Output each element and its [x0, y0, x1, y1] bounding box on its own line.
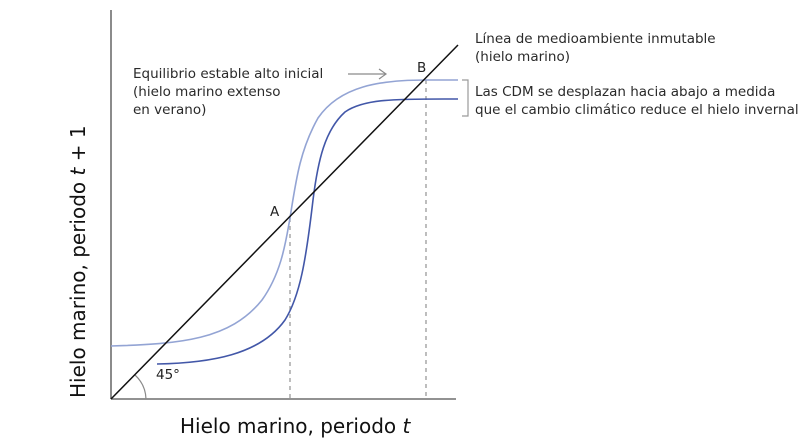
cdm-curve-shifted	[156, 98, 459, 365]
angle-label: 45°	[156, 367, 180, 383]
bracket-icon	[462, 79, 469, 117]
equilibrium-note-line1: Equilibrio estable alto inicial	[133, 66, 324, 82]
point-b-label: B	[417, 60, 427, 76]
equilibrium-note: Equilibrio estable alto inicial (hielo m…	[133, 65, 323, 119]
y-axis-label-suffix: + 1	[66, 125, 90, 168]
arrow-head-icon	[378, 68, 388, 80]
point-a-label: A	[270, 204, 280, 220]
y-axis-label-var: t	[66, 167, 90, 176]
shift-note-line2: que el cambio climático reduce el hielo …	[475, 102, 799, 118]
equilibrium-note-line2: (hielo marino extenso	[133, 84, 281, 100]
y-axis-label-text: Hielo marino, periodo	[66, 175, 90, 398]
x-axis-label-text: Hielo marino, periodo	[180, 414, 403, 438]
env-line-note: Línea de medioambiente inmutable (hielo …	[475, 30, 716, 66]
env-line-note-line2: (hielo marino)	[475, 49, 570, 65]
env-line-45deg	[110, 44, 459, 400]
y-axis-label: Hielo marino, periodo t + 1	[66, 125, 90, 398]
x-axis-label-var: t	[402, 414, 411, 438]
shift-note-line1: Las CDM se desplazan hacia abajo a medid…	[475, 84, 776, 100]
shift-note: Las CDM se desplazan hacia abajo a medid…	[475, 83, 799, 119]
angle-arc-icon	[134, 374, 147, 400]
cdm-curve-initial	[110, 79, 458, 347]
x-axis-label: Hielo marino, periodo t	[180, 414, 410, 438]
env-line-note-line1: Línea de medioambiente inmutable	[475, 31, 716, 47]
equilibrium-note-line3: en verano)	[133, 102, 207, 118]
